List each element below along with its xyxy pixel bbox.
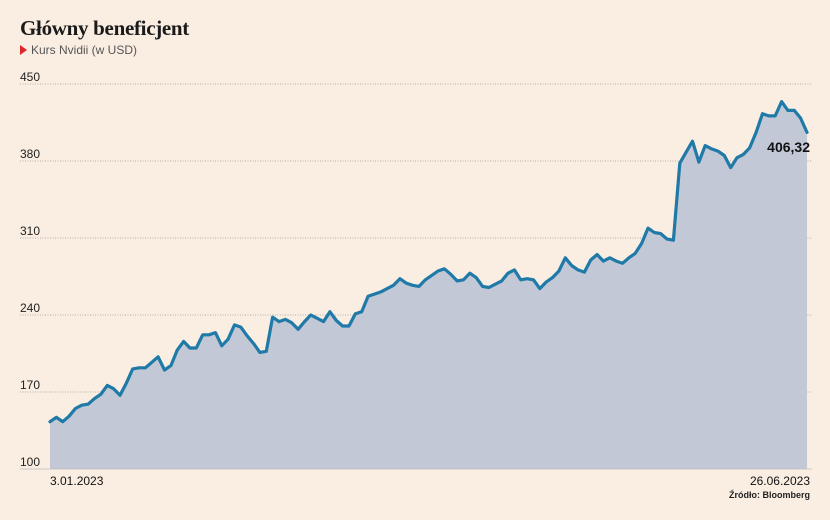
subtitle-text: Kurs Nvidii (w USD) — [31, 43, 138, 57]
y-axis-tick-labels: 100 170 240 310 380 450 — [20, 70, 40, 469]
x-start-label: 3.01.2023 — [50, 474, 104, 488]
series-area-fill — [50, 101, 807, 469]
y-tick-label: 310 — [20, 224, 40, 238]
y-tick-label: 240 — [20, 301, 40, 315]
y-tick-label: 100 — [20, 455, 40, 469]
y-tick-label: 380 — [20, 147, 40, 161]
source-note: Źródło: Bloomberg — [729, 490, 810, 500]
y-tick-label: 170 — [20, 378, 40, 392]
red-triangle-marker-icon — [20, 45, 27, 55]
x-end-label: 26.06.2023 — [750, 474, 810, 488]
last-value-label: 406,32 — [767, 139, 810, 155]
y-tick-label: 450 — [20, 70, 40, 84]
series-line — [48, 99, 809, 424]
chart-title: Główny beneficjent — [20, 16, 189, 40]
chart-subtitle: Kurs Nvidii (w USD) — [20, 43, 137, 57]
